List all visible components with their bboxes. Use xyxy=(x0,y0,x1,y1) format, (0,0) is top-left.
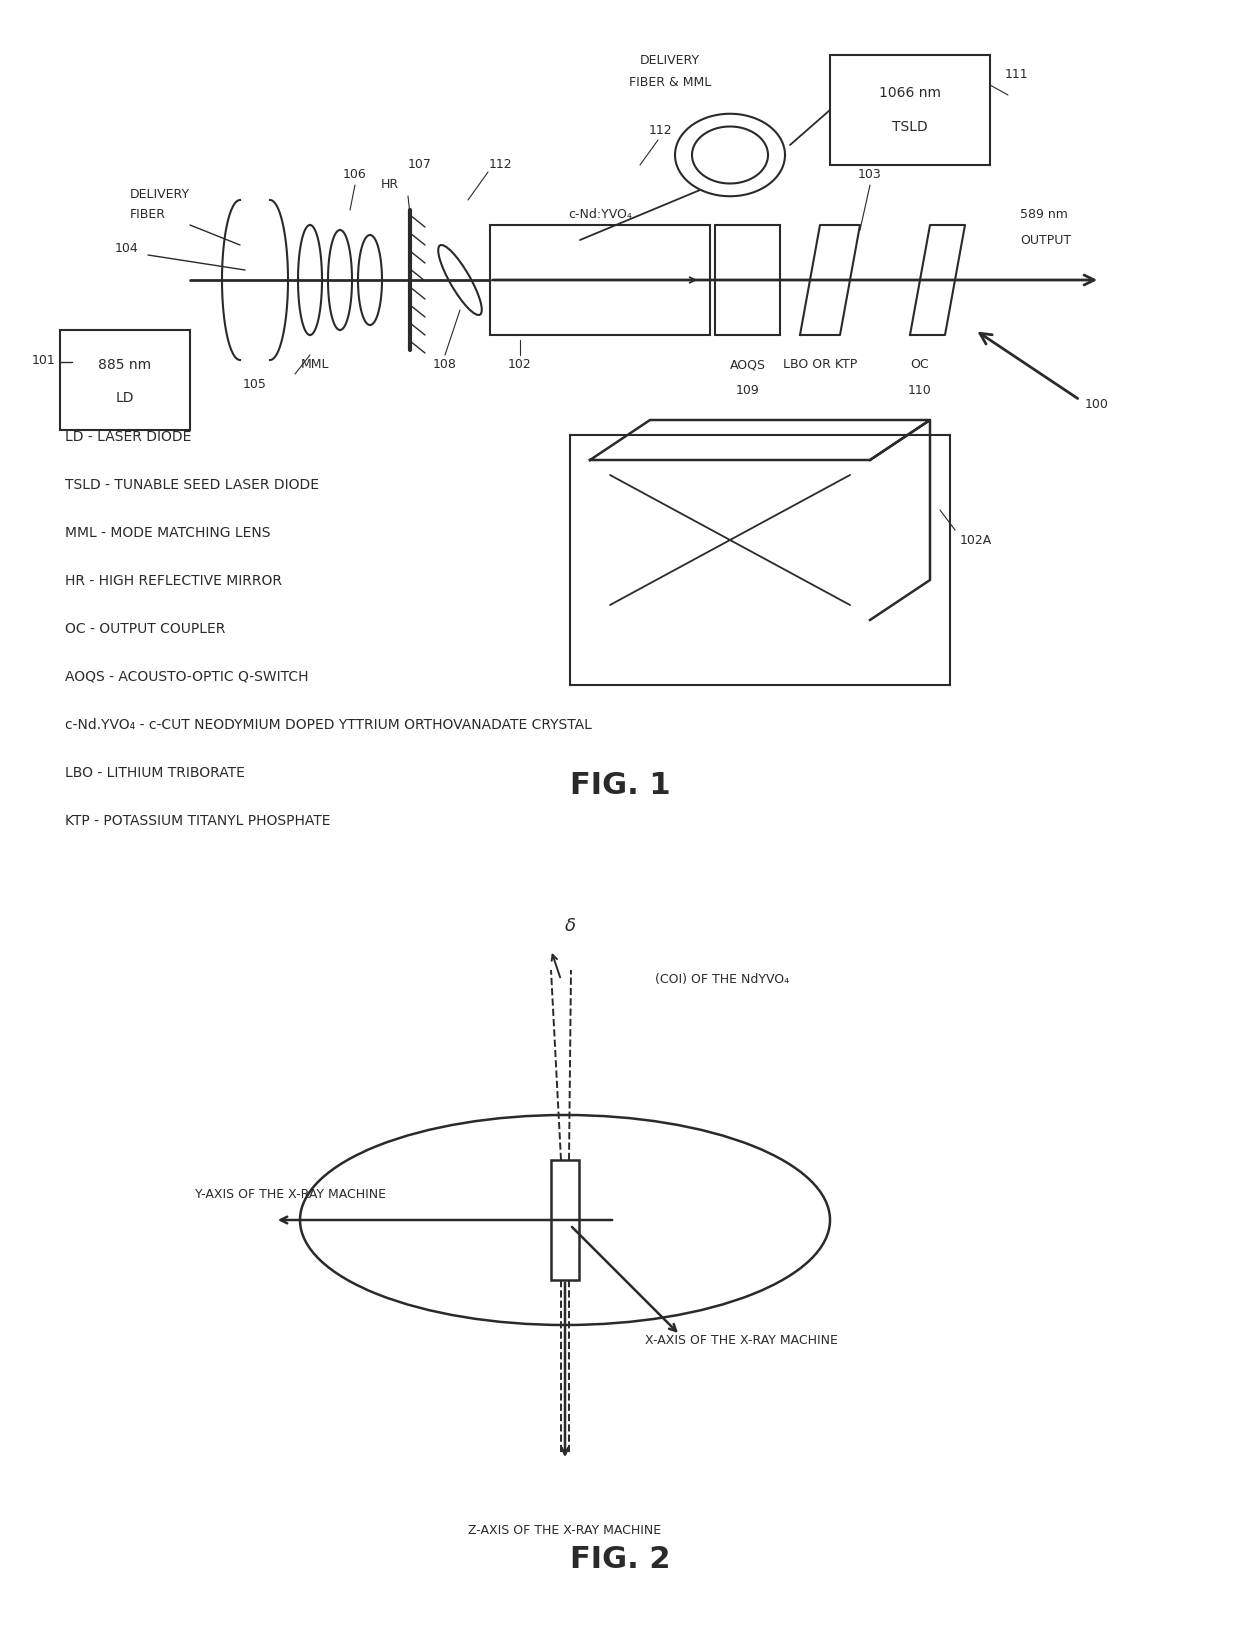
Bar xyxy=(715,225,780,335)
Text: 100: 100 xyxy=(1085,398,1109,411)
Text: LD: LD xyxy=(115,391,134,404)
Text: 110: 110 xyxy=(908,383,932,396)
Text: 1066 nm: 1066 nm xyxy=(879,86,941,101)
Text: MML: MML xyxy=(301,358,330,371)
Text: c-Nd:YVO₄: c-Nd:YVO₄ xyxy=(568,208,632,221)
Text: 103: 103 xyxy=(858,168,882,182)
Text: 108: 108 xyxy=(433,358,456,371)
Text: DELIVERY: DELIVERY xyxy=(130,188,190,201)
Text: c-Nd.YVO₄ - c-CUT NEODYMIUM DOPED YTTRIUM ORTHOVANADATE CRYSTAL: c-Nd.YVO₄ - c-CUT NEODYMIUM DOPED YTTRIU… xyxy=(64,718,591,731)
Text: 105: 105 xyxy=(243,378,267,391)
Text: OUTPUT: OUTPUT xyxy=(1021,233,1071,246)
Text: 102A: 102A xyxy=(960,533,992,546)
Text: FIBER & MML: FIBER & MML xyxy=(629,76,711,89)
Text: 102: 102 xyxy=(508,358,532,371)
Text: LBO OR KTP: LBO OR KTP xyxy=(782,358,857,371)
Text: LD - LASER DIODE: LD - LASER DIODE xyxy=(64,429,191,444)
Bar xyxy=(570,434,950,685)
Text: AOQS - ACOUSTO-OPTIC Q-SWITCH: AOQS - ACOUSTO-OPTIC Q-SWITCH xyxy=(64,670,309,684)
Text: 589 nm: 589 nm xyxy=(1021,208,1068,221)
Text: TSLD - TUNABLE SEED LASER DIODE: TSLD - TUNABLE SEED LASER DIODE xyxy=(64,479,319,492)
Text: 107: 107 xyxy=(408,158,432,172)
Text: FIG. 2: FIG. 2 xyxy=(569,1545,671,1575)
Text: 106: 106 xyxy=(343,168,367,182)
Text: OC - OUTPUT COUPLER: OC - OUTPUT COUPLER xyxy=(64,622,226,636)
Text: AOQS: AOQS xyxy=(730,358,766,371)
Text: 885 nm: 885 nm xyxy=(98,358,151,371)
Text: LBO - LITHIUM TRIBORATE: LBO - LITHIUM TRIBORATE xyxy=(64,766,244,779)
Bar xyxy=(60,330,190,429)
Text: 112: 112 xyxy=(489,158,512,172)
Bar xyxy=(830,54,990,165)
Text: 111: 111 xyxy=(1004,68,1029,81)
Text: MML - MODE MATCHING LENS: MML - MODE MATCHING LENS xyxy=(64,527,270,540)
Bar xyxy=(590,461,870,621)
Text: OC: OC xyxy=(910,358,929,371)
Text: 109: 109 xyxy=(737,383,760,396)
Text: (COI) OF THE NdYVO₄: (COI) OF THE NdYVO₄ xyxy=(655,974,789,987)
Bar xyxy=(551,1161,579,1280)
Text: TSLD: TSLD xyxy=(892,121,928,134)
Text: FIBER: FIBER xyxy=(130,208,166,221)
Text: 104: 104 xyxy=(115,241,139,254)
Text: HR - HIGH REFLECTIVE MIRROR: HR - HIGH REFLECTIVE MIRROR xyxy=(64,575,281,588)
Text: X-AXIS OF THE X-RAY MACHINE: X-AXIS OF THE X-RAY MACHINE xyxy=(645,1334,838,1347)
Text: KTP - POTASSIUM TITANYL PHOSPHATE: KTP - POTASSIUM TITANYL PHOSPHATE xyxy=(64,814,331,829)
Text: DELIVERY: DELIVERY xyxy=(640,53,701,66)
Text: Y-AXIS OF THE X-RAY MACHINE: Y-AXIS OF THE X-RAY MACHINE xyxy=(195,1189,386,1202)
Bar xyxy=(490,225,711,335)
Text: δ: δ xyxy=(564,916,575,934)
Text: 112: 112 xyxy=(649,124,672,137)
Text: HR: HR xyxy=(381,178,399,192)
Text: FIG. 1: FIG. 1 xyxy=(569,771,671,799)
Text: 101: 101 xyxy=(31,353,55,367)
Text: Z-AXIS OF THE X-RAY MACHINE: Z-AXIS OF THE X-RAY MACHINE xyxy=(469,1524,662,1537)
